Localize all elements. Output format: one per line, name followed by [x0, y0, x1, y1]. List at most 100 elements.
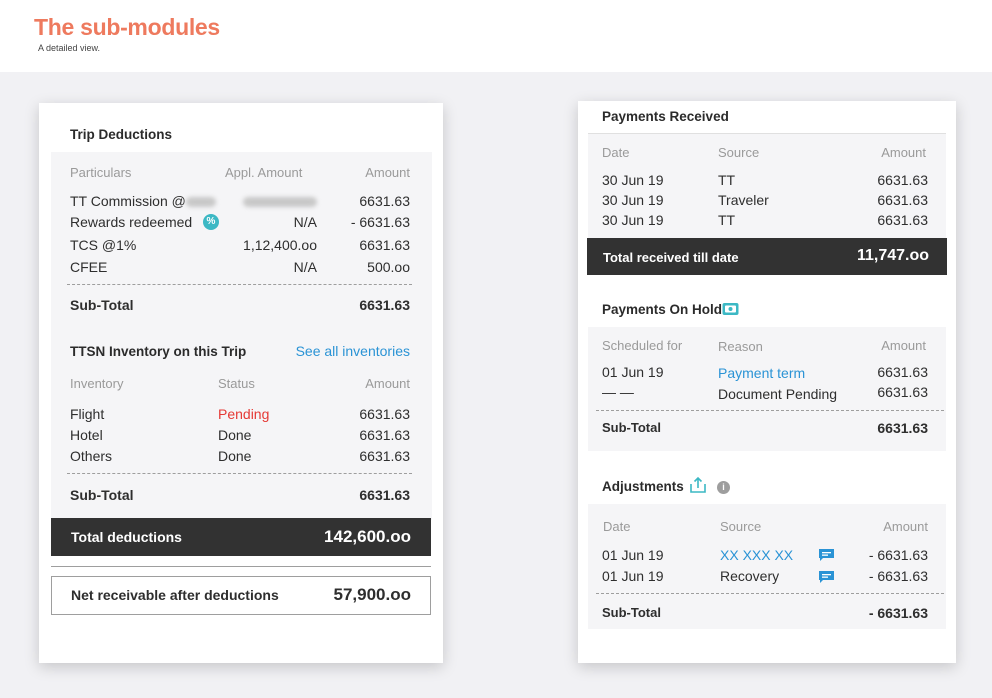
total-received-value: 11,747.oo	[856, 247, 929, 264]
inventory-name: Flight	[70, 406, 105, 422]
col-particulars: Particulars	[70, 165, 132, 180]
subtotal-label: Sub-Total	[70, 297, 134, 313]
inventory-name: Hotel	[70, 427, 103, 443]
payment-term-link[interactable]: Payment term	[718, 365, 806, 381]
inventory-name: Others	[70, 448, 113, 464]
deductions-panel	[51, 152, 432, 330]
chat-bubble-icon[interactable]	[818, 570, 835, 584]
row-reason: Document Pending	[718, 386, 838, 402]
on-hold-panel	[588, 327, 946, 451]
col-inventory: Inventory	[70, 376, 124, 391]
appl-amount: N/A	[293, 259, 317, 275]
payments-received-title: Payments Received	[602, 109, 729, 124]
col-reason: Reason	[718, 339, 763, 354]
row-amount: 6631.63	[877, 192, 928, 208]
discount-badge-icon: %	[203, 214, 219, 230]
row-amount: 6631.63	[359, 427, 410, 443]
row-date: 30 Jun 19	[602, 172, 664, 188]
subtotal-label: Sub-Total	[602, 605, 661, 620]
share-upload-icon[interactable]	[688, 475, 708, 495]
appl-amount-redacted	[243, 193, 317, 209]
row-amount: 6631.63	[359, 406, 410, 422]
subtotal-value: 6631.63	[359, 297, 410, 313]
row-amount: 6631.63	[877, 384, 928, 400]
col-amount: Amount	[883, 519, 928, 534]
row-amount: 500.oo	[367, 259, 410, 275]
divider	[67, 473, 412, 474]
divider	[596, 593, 944, 594]
col-amount: Amount	[365, 165, 410, 180]
status-badge: Done	[218, 448, 252, 464]
subtotal-value: - 6631.63	[868, 605, 928, 621]
page-subtitle: A detailed view.	[38, 43, 101, 53]
trip-deductions-title: Trip Deductions	[70, 127, 173, 142]
chat-bubble-icon[interactable]	[818, 548, 835, 562]
row-source: TT	[718, 172, 736, 188]
col-date: Date	[603, 519, 631, 534]
appl-amount: N/A	[293, 214, 317, 230]
particular-label: Rewards redeemed	[70, 214, 193, 230]
appl-amount: 1,12,400.oo	[243, 237, 317, 253]
row-source: Recovery	[720, 568, 780, 584]
subtotal-value: 6631.63	[359, 487, 410, 503]
total-deductions-bar: Total deductions 142,600.oo	[51, 518, 431, 556]
payments-received-panel	[588, 134, 946, 239]
adjustments-panel	[588, 504, 946, 629]
col-status: Status	[218, 376, 255, 391]
net-receivable-box: Net receivable after deductions 57,900.o…	[51, 576, 431, 615]
row-date: 01 Jun 19	[602, 568, 664, 584]
see-all-inventories-link[interactable]: See all inventories	[295, 343, 410, 359]
page-header: The sub-modules A detailed view.	[0, 0, 992, 72]
col-amount: Amount	[881, 145, 926, 160]
row-amount: 6631.63	[877, 172, 928, 188]
row-amount: 6631.63	[877, 212, 928, 228]
net-receivable-label: Net receivable after deductions	[71, 587, 279, 603]
row-amount: 6631.63	[359, 448, 410, 464]
table-row: TT Commission @	[70, 193, 216, 209]
row-amount: - 6631.63	[350, 214, 410, 230]
row-source: Traveler	[718, 192, 769, 208]
row-amount: - 6631.63	[868, 547, 928, 563]
col-scheduled-for: Scheduled for	[602, 338, 683, 353]
col-source: Source	[718, 145, 760, 160]
net-receivable-value: 57,900.oo	[333, 585, 412, 604]
subtotal-label: Sub-Total	[602, 420, 661, 435]
cash-icon	[722, 303, 739, 315]
particular-label: TCS @1%	[70, 237, 137, 253]
adjustments-title: Adjustments	[602, 479, 684, 494]
divider	[51, 566, 431, 567]
row-amount: 6631.63	[359, 193, 410, 209]
info-icon[interactable]: i	[717, 481, 730, 494]
row-source: TT	[718, 212, 736, 228]
col-appl-amount: Appl. Amount	[225, 165, 303, 180]
row-date: 30 Jun 19	[602, 212, 664, 228]
particular-label: CFEE	[70, 259, 108, 275]
total-deductions-value: 142,600.oo	[324, 527, 411, 546]
col-source: Source	[720, 519, 762, 534]
row-amount: 6631.63	[359, 237, 410, 253]
redacted-value	[185, 197, 216, 208]
trip-deductions-card: Trip Deductions Particulars Appl. Amount…	[39, 103, 443, 663]
payments-on-hold-title: Payments On Hold	[602, 302, 723, 317]
row-amount: 6631.63	[877, 364, 928, 380]
status-badge: Done	[218, 427, 252, 443]
inventory-title: TTSN Inventory on this Trip	[70, 344, 247, 359]
col-amount: Amount	[881, 338, 926, 353]
status-badge: Pending	[218, 406, 270, 422]
row-date: 01 Jun 19	[602, 547, 664, 563]
divider	[588, 133, 946, 134]
total-received-bar: Total received till date 11,747.oo	[587, 238, 947, 275]
total-received-label: Total received till date	[603, 250, 739, 265]
inventory-panel	[51, 330, 432, 520]
row-date: — —	[602, 384, 634, 400]
divider	[67, 284, 412, 285]
subtotal-label: Sub-Total	[70, 487, 134, 503]
row-date: 01 Jun 19	[602, 364, 664, 380]
subtotal-value: 6631.63	[877, 420, 928, 436]
row-amount: - 6631.63	[868, 568, 928, 584]
divider	[596, 410, 944, 411]
row-date: 30 Jun 19	[602, 192, 664, 208]
source-link[interactable]: XX XXX XX	[720, 547, 794, 563]
col-date: Date	[602, 145, 630, 160]
total-deductions-label: Total deductions	[71, 529, 182, 545]
